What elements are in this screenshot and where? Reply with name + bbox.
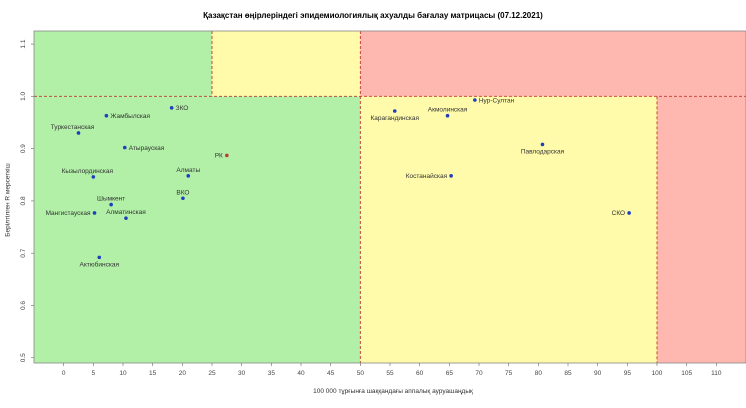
y-tick-label: 1.0: [20, 91, 27, 100]
data-point-label: Шымкент: [97, 196, 125, 203]
x-tick-label: 45: [327, 370, 335, 377]
data-point-label: Алматинская: [106, 209, 146, 216]
x-tick-label: 10: [119, 370, 127, 377]
x-tick-label: 20: [179, 370, 187, 377]
data-point: [97, 255, 102, 260]
x-tick-label: 90: [594, 370, 602, 377]
x-tick-label: 0: [62, 370, 66, 377]
data-point: [473, 98, 477, 102]
risk-zone: [212, 31, 361, 97]
data-point: [392, 109, 397, 113]
x-axis-label: 100 000 тұрғынға шаққандағы аппалық ауру…: [313, 388, 473, 395]
x-tick-label: 105: [681, 370, 692, 377]
x-tick-label: 5: [92, 370, 96, 377]
x-tick-label: 110: [711, 370, 722, 377]
risk-zone: [657, 96, 746, 363]
data-point: [449, 174, 453, 178]
x-tick-label: 50: [357, 370, 365, 377]
data-point: [445, 113, 450, 118]
data-point: [627, 211, 631, 215]
data-point-label: РК: [215, 153, 223, 160]
data-point-label: СКО: [612, 210, 625, 217]
risk-zones: [34, 31, 746, 363]
data-point: [124, 216, 128, 220]
data-point-label: Атырауская: [129, 145, 165, 152]
x-tick-label: 55: [386, 370, 394, 377]
data-point: [91, 175, 96, 179]
data-point-label: Павлодарская: [521, 148, 565, 155]
data-point: [225, 153, 229, 158]
x-tick-label: 100: [652, 370, 663, 377]
data-point: [181, 196, 185, 201]
data-point: [104, 113, 109, 118]
chart-title: Қазақстан өңірлеріндегі эпидемиологиялық…: [203, 11, 543, 20]
y-tick-label: 0.6: [20, 301, 27, 310]
data-point-label: Костанайская: [406, 172, 448, 180]
x-tick-label: 70: [475, 370, 483, 377]
x-tick-label: 30: [238, 370, 246, 377]
data-point: [109, 202, 113, 207]
data-point-label: Актюбинская: [80, 260, 120, 268]
x-tick-label: 60: [416, 370, 424, 377]
y-tick-label: 0.5: [20, 353, 27, 362]
y-tick-label: 0.9: [20, 144, 27, 153]
data-point-label: Кызылординская: [62, 168, 114, 175]
data-point: [92, 211, 97, 215]
data-point-label: Нур-Султан: [479, 97, 515, 104]
data-point-label: Туркестанская: [51, 124, 95, 131]
x-tick-label: 35: [268, 370, 276, 377]
y-tick-label: 0.8: [20, 196, 27, 205]
data-point: [186, 174, 191, 178]
data-points: ЗКО Жамбылская Туркестанская Атырауская РК Кы…: [46, 97, 631, 268]
data-point: [540, 142, 545, 147]
x-tick-label: 95: [624, 370, 632, 377]
data-point: [76, 131, 81, 135]
x-tick-label: 40: [297, 370, 305, 377]
risk-zone: [360, 31, 746, 97]
x-tick-label: 15: [149, 370, 157, 377]
risk-zone: [34, 96, 361, 363]
x-tick-label: 75: [505, 370, 513, 377]
data-point-label: Мангистауская: [46, 210, 91, 217]
risk-zone: [360, 96, 657, 363]
threshold-lines: [34, 31, 746, 363]
data-point-label: Карагандинская: [371, 115, 420, 122]
x-tick-label: 85: [564, 370, 572, 377]
y-axis-ticks: 0.5 0.6 0.7 0.8 0.9 1.0 1.1: [20, 39, 34, 362]
y-tick-label: 0.7: [20, 248, 27, 257]
data-point: [122, 145, 127, 150]
x-tick-label: 65: [446, 370, 454, 377]
x-tick-label: 80: [535, 370, 543, 377]
data-point-label: ЗКО: [176, 105, 189, 112]
data-point: [169, 106, 174, 110]
data-point-label: Жамбылская: [110, 112, 150, 120]
risk-zone: [34, 31, 212, 97]
data-point-label: Акмолинская: [428, 107, 468, 114]
x-axis-ticks: 0 5 10 15 20 25 30 35 40 45 50 55 60 65 70 75 80 85 90 95 10…: [62, 363, 722, 377]
y-tick-label: 1.1: [20, 39, 27, 48]
x-tick-label: 25: [208, 370, 216, 377]
data-point-label: Алматы: [176, 167, 200, 174]
data-point-label: ВКО: [176, 189, 189, 196]
